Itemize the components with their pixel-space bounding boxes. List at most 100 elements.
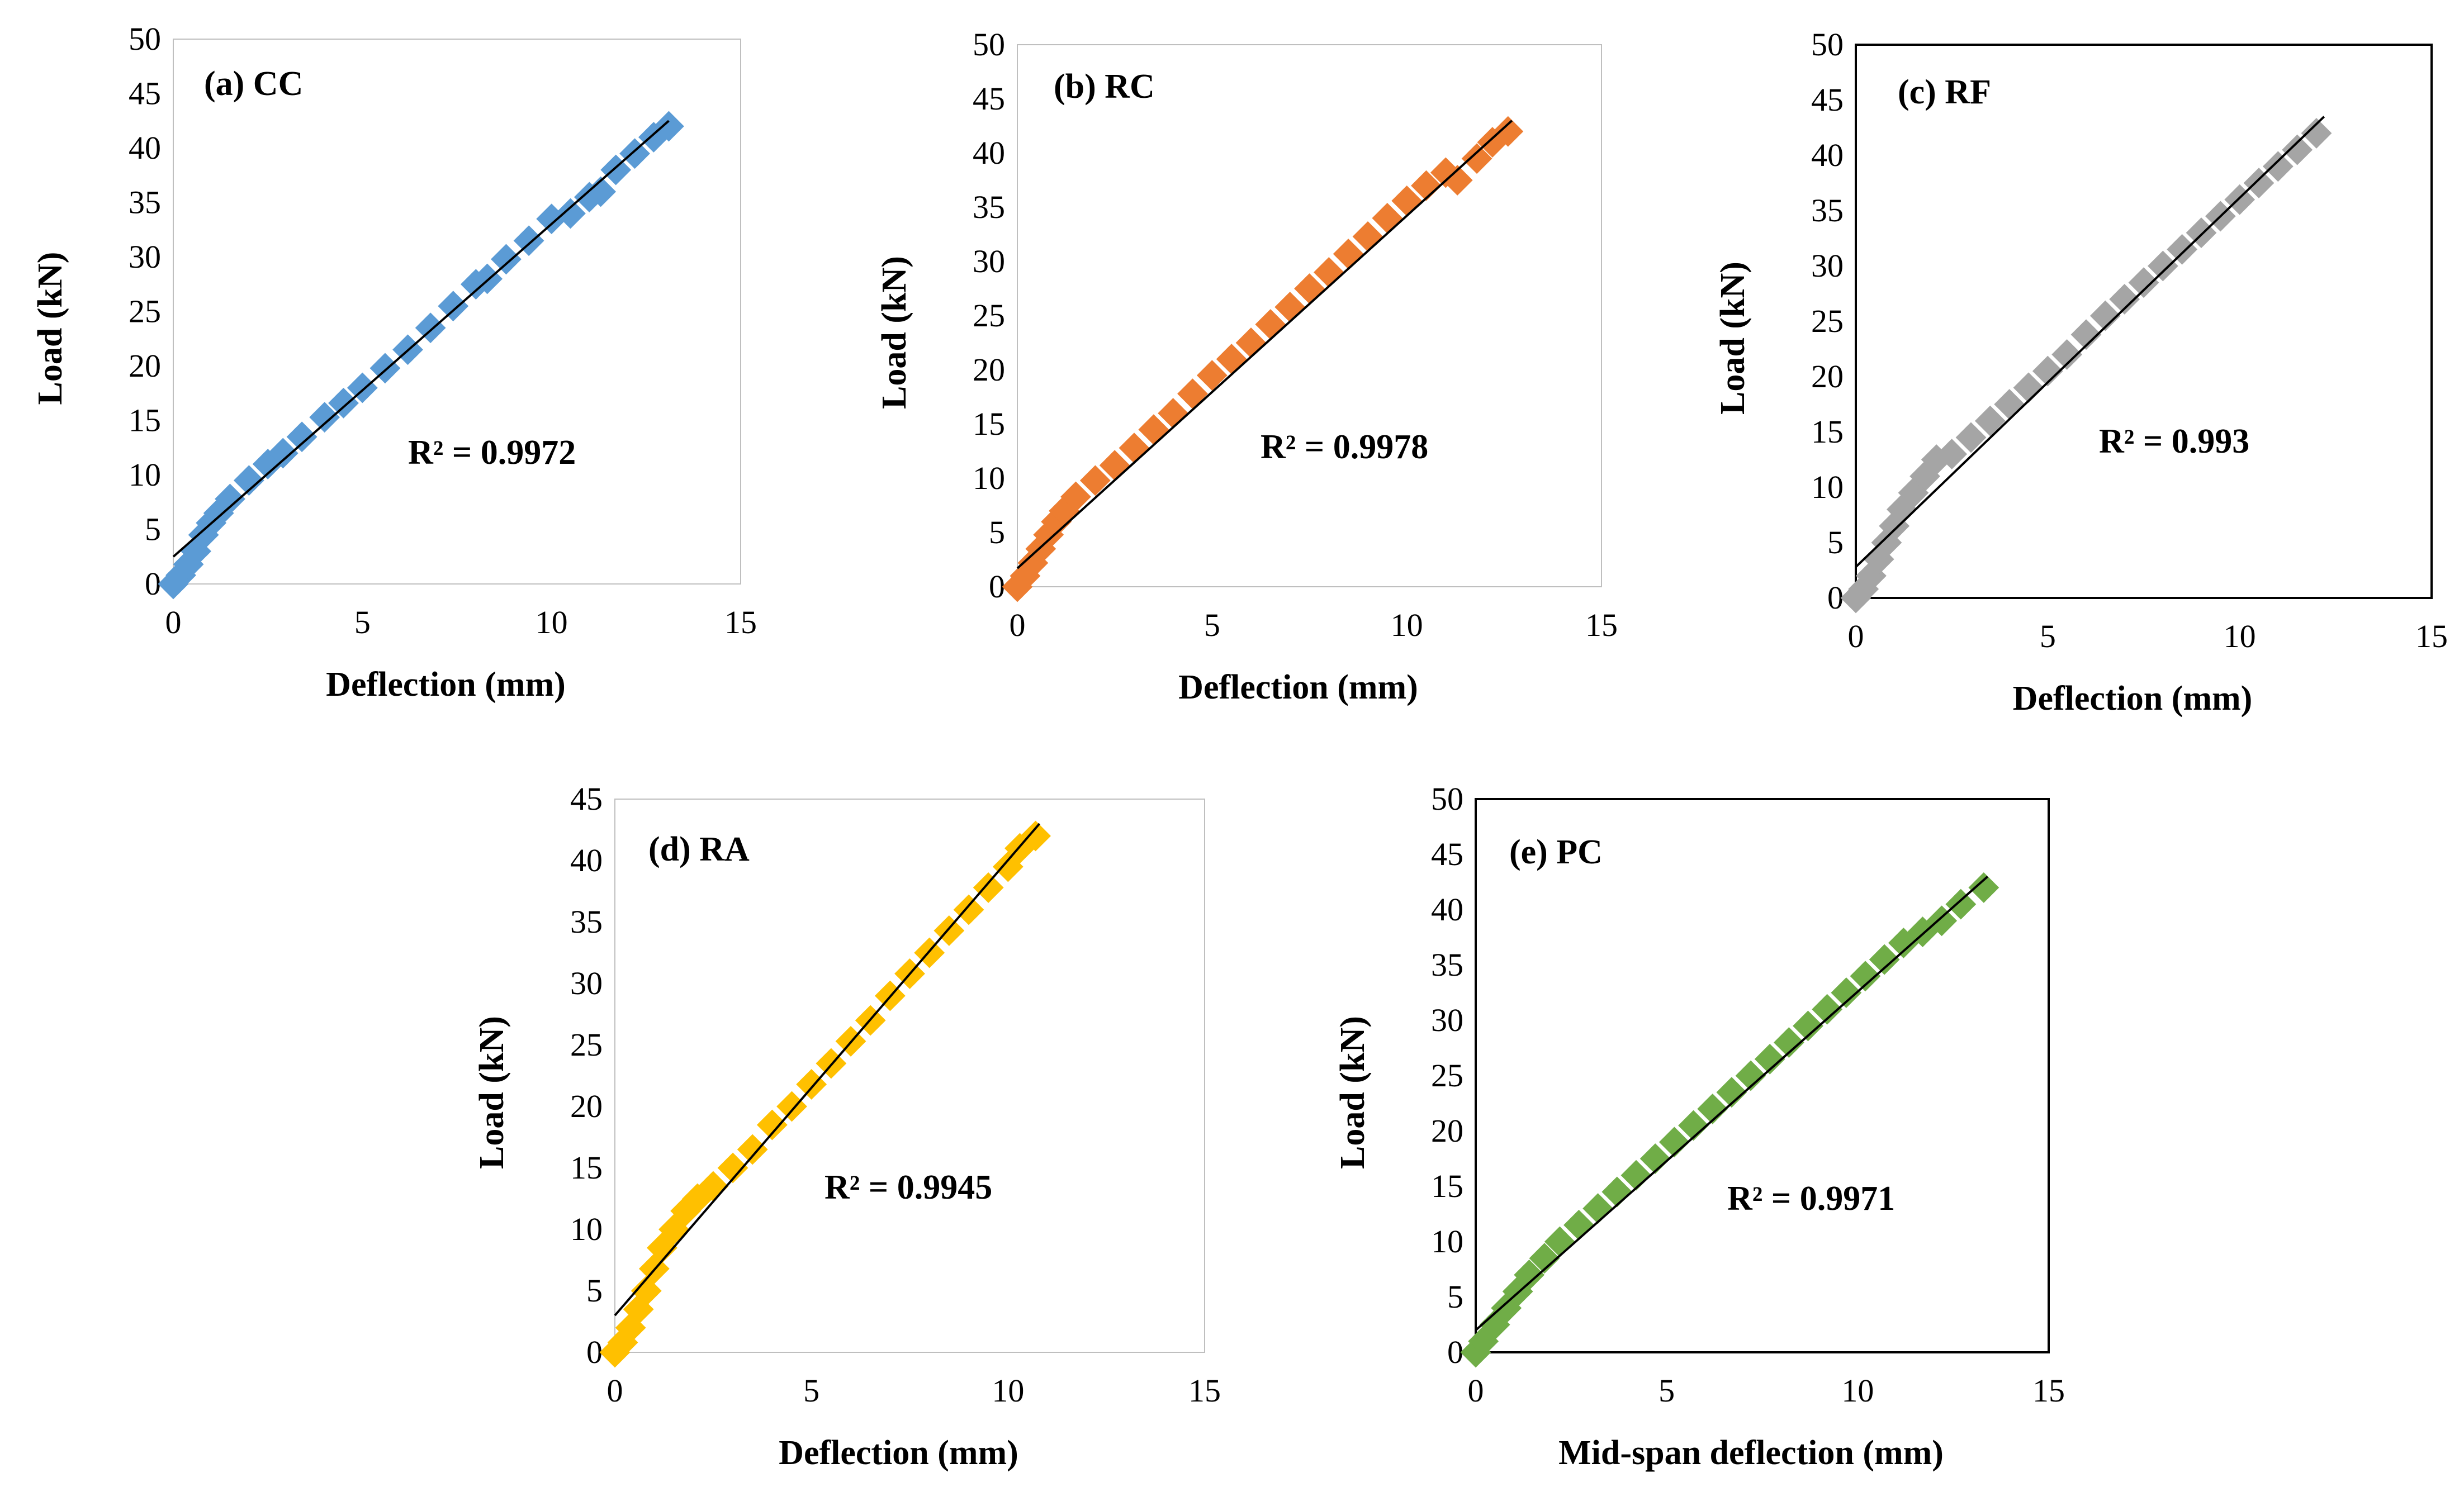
y-tick-label-1: 35	[973, 189, 1005, 225]
data-point-1	[1492, 116, 1524, 147]
x-tick-label-4: 5	[1659, 1372, 1675, 1409]
x-tick-label-0: 15	[724, 604, 757, 640]
data-point-1	[1352, 221, 1383, 252]
data-point-4	[1735, 1060, 1766, 1091]
plot-area-4	[1475, 798, 2050, 1353]
data-point-4	[1620, 1160, 1652, 1191]
y-tick-label-0: 25	[129, 293, 161, 330]
panel-label-4: (e) PC	[1509, 833, 1603, 871]
data-point-4	[1716, 1077, 1747, 1108]
y-tick-label-2: 20	[1811, 358, 1844, 395]
data-point-4	[1831, 977, 1862, 1008]
data-point-2	[2128, 267, 2159, 298]
x-tick-label-0: 10	[536, 604, 568, 640]
data-point-0	[653, 111, 684, 142]
y-axis-title-3: Load (kN)	[473, 1016, 511, 1169]
y-tick-label-4: 35	[1431, 947, 1463, 983]
r-squared-label-2: R² = 0.993	[2099, 422, 2249, 460]
y-tick-label-2: 5	[1827, 524, 1844, 560]
data-point-3	[992, 851, 1023, 882]
x-axis-title-3: Deflection (mm)	[779, 1434, 1018, 1472]
y-tick-label-4: 50	[1431, 781, 1463, 817]
y-tick-label-4: 15	[1431, 1168, 1463, 1204]
data-point-0	[267, 438, 298, 469]
data-point-0	[513, 225, 544, 256]
data-point-1	[1235, 327, 1267, 358]
data-point-3	[737, 1134, 768, 1165]
data-point-0	[491, 244, 522, 275]
data-point-2	[1955, 422, 1987, 453]
data-point-2	[2013, 372, 2044, 403]
x-tick-label-3: 5	[803, 1372, 819, 1409]
x-tick-label-4: 0	[1468, 1372, 1484, 1409]
x-tick-label-2: 0	[1848, 618, 1864, 654]
x-tick-label-3: 0	[607, 1372, 623, 1409]
trendline-2	[1855, 116, 2325, 568]
data-point-1	[1461, 143, 1492, 174]
data-point-2	[2109, 283, 2140, 315]
y-tick-label-2: 50	[1811, 26, 1844, 63]
y-tick-label-3: 25	[570, 1027, 603, 1063]
data-point-1	[1294, 273, 1325, 304]
data-point-4	[1639, 1143, 1671, 1174]
y-tick-label-2: 15	[1811, 414, 1844, 450]
data-point-3	[717, 1152, 748, 1184]
plot-area-0	[173, 39, 741, 585]
x-tick-label-2: 5	[2040, 618, 2056, 654]
data-point-4	[1926, 905, 1958, 937]
data-point-1	[1119, 433, 1150, 464]
y-tick-label-0: 35	[129, 184, 161, 221]
y-tick-label-4: 20	[1431, 1113, 1463, 1149]
x-tick-label-4: 15	[2032, 1372, 2065, 1409]
y-tick-label-3: 5	[586, 1272, 603, 1309]
data-point-2	[2282, 134, 2313, 165]
x-tick-label-1: 5	[1204, 607, 1220, 643]
panel-label-1: (b) RC	[1054, 68, 1155, 106]
x-tick-label-4: 10	[1841, 1372, 1874, 1409]
r-squared-label-0: R² = 0.9972	[408, 434, 576, 472]
data-point-0	[438, 291, 469, 322]
x-tick-label-0: 0	[165, 604, 182, 640]
trendline-0	[172, 120, 670, 558]
data-point-4	[1514, 1259, 1545, 1290]
data-point-4	[1697, 1093, 1728, 1124]
x-tick-label-1: 10	[1391, 607, 1423, 643]
y-tick-label-0: 50	[129, 21, 161, 57]
data-point-1	[1158, 398, 1189, 429]
data-point-3	[756, 1109, 788, 1141]
r-squared-label-4: R² = 0.9971	[1727, 1180, 1895, 1218]
data-point-4	[1888, 927, 1919, 958]
y-tick-label-4: 40	[1431, 891, 1463, 928]
y-tick-label-1: 40	[973, 135, 1005, 171]
x-axis-title-2: Deflection (mm)	[2013, 680, 2253, 718]
trendline-3	[614, 823, 1041, 1317]
data-point-2	[2070, 319, 2102, 350]
data-point-1	[1372, 202, 1403, 234]
y-tick-label-0: 40	[129, 130, 161, 166]
data-point-4	[1754, 1043, 1785, 1075]
y-tick-label-2: 30	[1811, 248, 1844, 284]
data-point-2	[2301, 117, 2332, 149]
data-point-2	[2167, 234, 2198, 265]
data-point-4	[1582, 1193, 1614, 1224]
y-tick-label-3: 10	[570, 1211, 603, 1247]
y-tick-label-1: 20	[973, 351, 1005, 388]
data-point-3	[953, 894, 984, 925]
y-tick-label-0: 45	[129, 75, 161, 112]
panel-label-0: (a) CC	[204, 65, 303, 103]
data-point-2	[2032, 355, 2063, 387]
y-tick-label-0: 20	[129, 348, 161, 384]
y-tick-label-4: 25	[1431, 1057, 1463, 1094]
y-tick-label-1: 50	[973, 26, 1005, 63]
data-point-2	[2243, 168, 2275, 198]
y-tick-label-2: 10	[1811, 469, 1844, 505]
y-tick-label-3: 20	[570, 1088, 603, 1124]
r-squared-label-1: R² = 0.9978	[1261, 428, 1428, 466]
y-tick-label-3: 40	[570, 842, 603, 878]
data-point-4	[1968, 872, 1999, 903]
x-tick-label-2: 15	[2415, 618, 2448, 654]
data-point-1	[1216, 344, 1247, 375]
data-point-1	[1255, 309, 1286, 340]
data-point-3	[631, 1275, 662, 1307]
